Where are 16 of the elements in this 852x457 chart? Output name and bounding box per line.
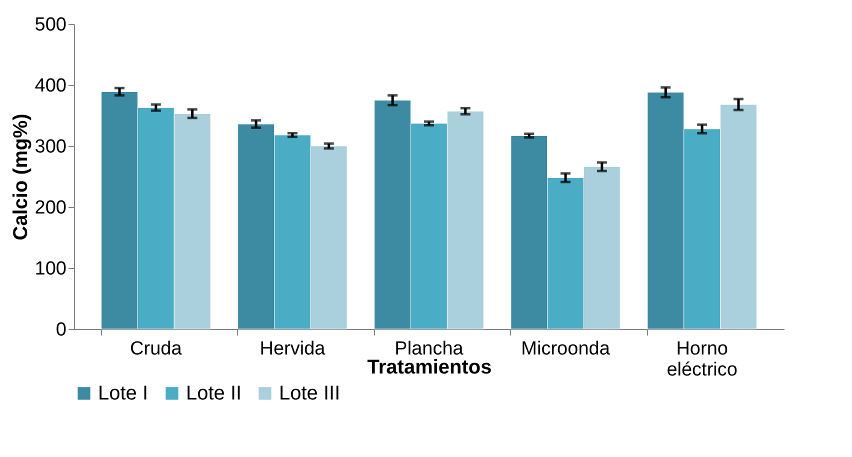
y-tick-label: 200 [34,198,66,218]
x-tick-label: Hervida [260,338,326,360]
y-axis-title: Calcio (mg%) [10,114,32,240]
y-tick-label: 0 [56,320,66,340]
x-tick-label: Plancha [394,338,464,360]
y-tick-label: 300 [34,136,66,158]
x-axis-title: Tratamientos [367,356,492,378]
x-tick-label: Horno eléctrico [666,338,738,380]
legend-label: Lote I [98,382,148,404]
x-tick-label: Microonda [521,338,610,360]
y-tick-label: 100 [34,258,66,280]
y-tick-label: 500 [34,14,66,36]
legend-label: Lote III [279,382,340,404]
legend-label: Lote II [186,382,242,404]
y-tick-label: 400 [34,76,66,96]
x-tick-label: Cruda [130,338,182,360]
